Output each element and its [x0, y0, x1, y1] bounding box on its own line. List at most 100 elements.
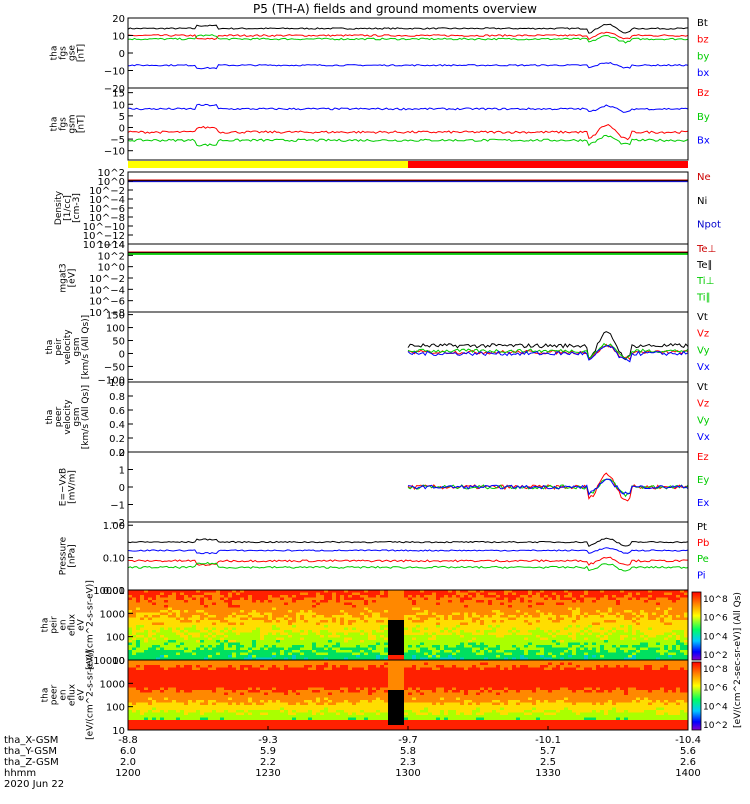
panel-frame	[128, 522, 688, 590]
y-tick-label: 10	[112, 32, 125, 43]
y-tick-label: 1	[119, 466, 125, 477]
y-tick-label: −10	[104, 147, 125, 158]
y-tick-label: 0.10	[103, 554, 125, 565]
legend-Te⊥: Te⊥	[696, 244, 716, 255]
y-tick-label: 10^0	[98, 263, 125, 274]
y-axis-label: [eV]	[68, 269, 78, 288]
series-line-Vt	[408, 332, 688, 360]
panel-density: 10^210^010^−210^−410^−610^−810^−1010^−12…	[54, 168, 721, 251]
y-tick-label: 10^4	[98, 240, 125, 251]
legend-Pe: Pe	[697, 554, 709, 565]
y-tick-label: 10	[112, 100, 125, 111]
y-tick-label: 0.4	[109, 420, 125, 431]
y-tick-label: −1	[110, 501, 125, 512]
legend-Vy: Vy	[697, 345, 710, 356]
legend-Ex: Ex	[697, 498, 709, 509]
y-tick-label: 150	[106, 311, 125, 322]
legend-Vy: Vy	[697, 415, 710, 426]
series-line-bx	[128, 63, 688, 69]
legend-Npot: Npot	[697, 220, 721, 231]
y-tick-label: 0.8	[109, 392, 125, 403]
y-tick-label: 2	[119, 448, 125, 459]
plot-title: P5 (TH-A) fields and ground moments over…	[253, 2, 537, 16]
series-line-Pt	[128, 538, 688, 546]
y-tick-label: 10^−4	[89, 285, 125, 296]
legend-Vx: Vx	[697, 432, 710, 443]
legend-Bt: Bt	[697, 18, 708, 29]
legend-Vt: Vt	[697, 312, 708, 323]
legend-by: by	[697, 51, 709, 62]
legend-Vt: Vt	[697, 382, 708, 393]
y-tick-label: 10^2	[98, 251, 125, 262]
legend-Vz: Vz	[697, 329, 709, 340]
y-tick-label: 10^−2	[89, 274, 125, 285]
legend-Pb: Pb	[697, 538, 709, 549]
y-tick-label: 1000	[100, 609, 125, 620]
y-tick-label: 10000	[93, 586, 125, 597]
legend-Bz: Bz	[697, 88, 709, 99]
y-axis-label: [km/s (All Qs)]	[81, 385, 91, 449]
legend-Ne: Ne	[697, 172, 711, 183]
legend-Te∥: Te∥	[696, 260, 713, 271]
y-axis-label: [nPa]	[68, 544, 78, 567]
series-line-Ey	[408, 479, 688, 496]
y-tick-label: 10^−6	[89, 297, 125, 308]
legend-By: By	[697, 112, 710, 123]
panel-temperature: 10^410^210^010^−210^−410^−610^−8mgat3[eV…	[59, 240, 717, 319]
legend-Ni: Ni	[697, 196, 707, 207]
y-tick-label: 0	[119, 123, 125, 134]
y-axis-label: [cm-3]	[72, 193, 82, 223]
y-axis-label: [nT]	[77, 115, 87, 133]
mode-bar-red	[408, 161, 688, 168]
series-line-Bt	[128, 24, 688, 33]
y-tick-label: 100	[106, 324, 125, 335]
y-tick-label: 0.2	[109, 434, 125, 445]
y-tick-label: 1.0	[109, 378, 125, 389]
legend-bx: bx	[697, 68, 709, 79]
legend-Ey: Ey	[697, 475, 709, 486]
y-tick-label: 0.6	[109, 406, 125, 417]
panel-frame	[128, 452, 688, 522]
y-axis-label: [mV/m]	[68, 470, 78, 504]
legend-Vz: Vz	[697, 399, 709, 410]
y-tick-label: 0	[119, 349, 125, 360]
y-tick-label: −50	[104, 362, 125, 373]
y-tick-label: 100	[106, 633, 125, 644]
legend-bz: bz	[697, 35, 709, 46]
y-tick-label: 15	[112, 89, 125, 100]
series-line-Bz	[128, 125, 688, 140]
series-line-Vx	[408, 346, 688, 362]
legend-Ti∥: Ti∥	[696, 292, 711, 303]
legend-Bx: Bx	[697, 136, 710, 147]
y-tick-label: 50	[112, 337, 125, 348]
y-tick-label: 20	[112, 14, 125, 25]
y-tick-label: 0	[119, 49, 125, 60]
y-tick-label: 1.00	[103, 521, 125, 532]
panel-frame	[128, 382, 688, 452]
panel-frame	[128, 88, 688, 160]
y-axis-label: [nT]	[77, 44, 87, 62]
y-tick-label: 0	[119, 483, 125, 494]
y-tick-label: −10	[104, 67, 125, 78]
mode-bar-yellow	[128, 161, 408, 168]
series-line-By	[128, 135, 688, 146]
series-line-Pi	[128, 548, 688, 554]
panel-frame	[128, 172, 688, 244]
y-axis-label: [km/s (All Qs)]	[81, 315, 91, 379]
legend-Vx: Vx	[697, 362, 710, 373]
series-line-Bx	[128, 104, 688, 112]
legend-Ti⊥: Ti⊥	[696, 276, 714, 287]
y-tick-label: 5	[119, 112, 125, 123]
series-line-Pe	[128, 563, 688, 572]
y-tick-label: −5	[110, 135, 125, 146]
